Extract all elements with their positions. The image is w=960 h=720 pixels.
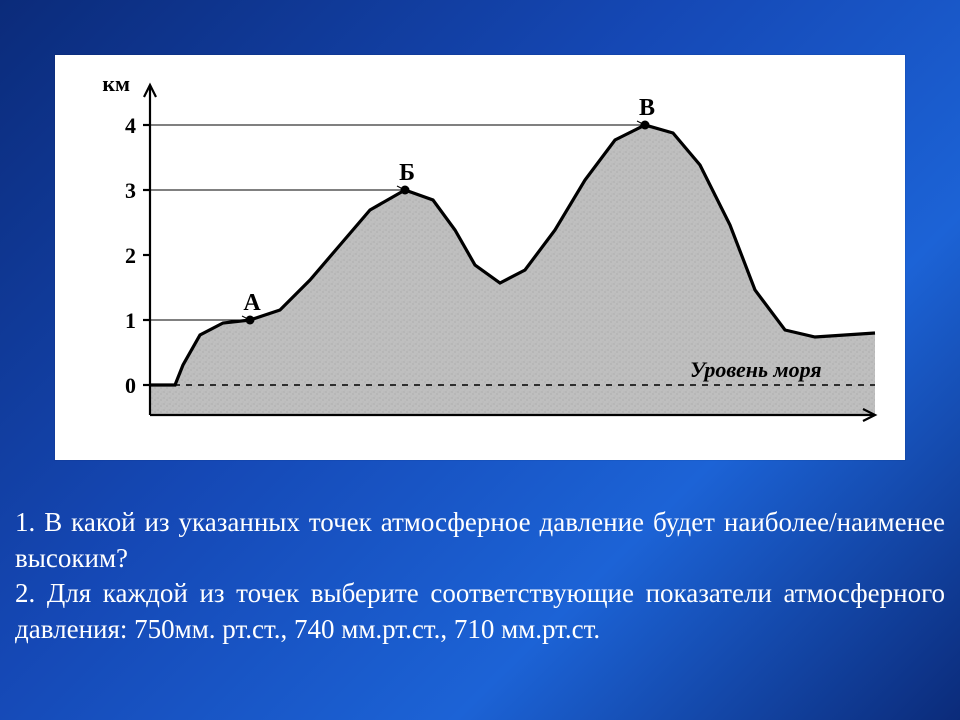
question-block: 1. В какой из указанных точек атмосферно… [15, 505, 945, 648]
svg-text:В: В [639, 95, 655, 121]
profile-svg: 0 1 2 3 4 А Б В км Уровень моря [55, 55, 905, 460]
y-axis-label: км [102, 71, 130, 96]
question-2: 2. Для каждой из точек выберите соответс… [15, 576, 945, 647]
svg-text:1: 1 [125, 308, 136, 333]
question-1: 1. В какой из указанных точек атмосферно… [15, 505, 945, 576]
svg-text:А: А [243, 290, 261, 316]
sea-level-label: Уровень моря [690, 357, 822, 382]
svg-text:Б: Б [399, 160, 415, 186]
slide-root: 01234 АБВ км Уровень моря 1. В ка [0, 0, 960, 720]
svg-text:0: 0 [125, 373, 136, 398]
elevation-profile-figure: 0 1 2 3 4 А Б В км Уровень моря [55, 55, 905, 460]
svg-text:4: 4 [125, 113, 136, 138]
y-ticks: 0 1 2 3 4 [125, 113, 150, 398]
svg-text:2: 2 [125, 243, 136, 268]
svg-text:3: 3 [125, 178, 136, 203]
